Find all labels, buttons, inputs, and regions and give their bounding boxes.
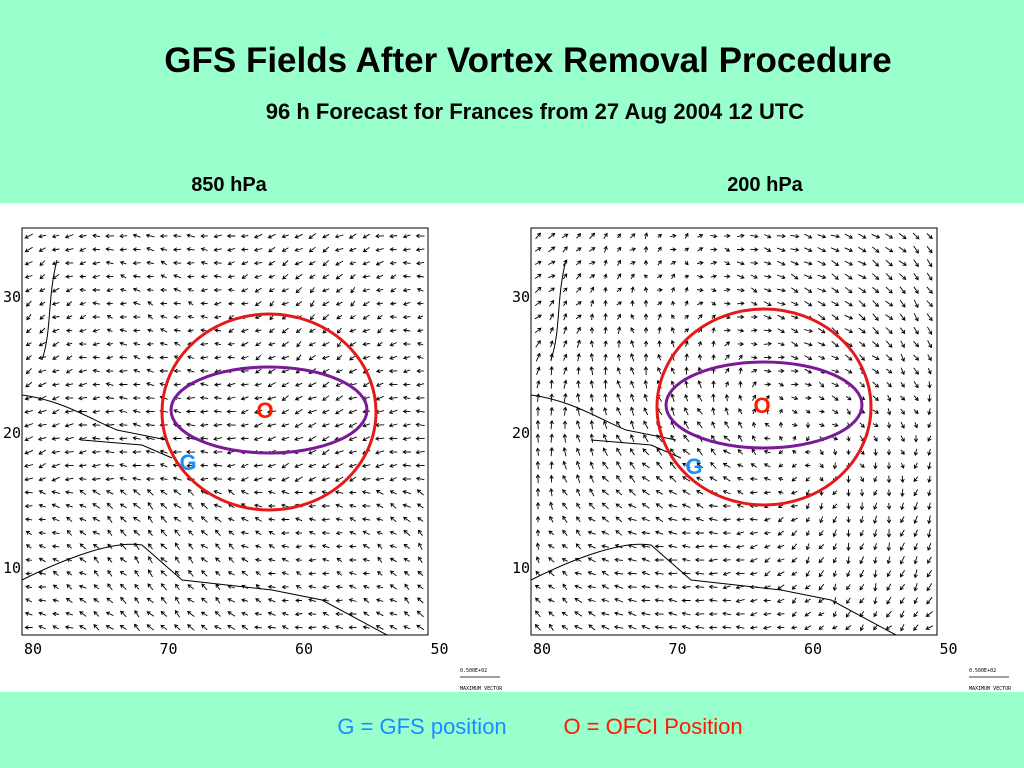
- slide-subtitle: 96 h Forecast for Frances from 27 Aug 20…: [266, 99, 804, 124]
- coastline: [530, 259, 897, 636]
- lon-tick-label: 50: [430, 640, 448, 658]
- gfs-marker: G: [179, 450, 196, 475]
- lon-tick-label: 80: [533, 640, 551, 658]
- panel-label: 200 hPa: [727, 174, 803, 196]
- legend-ofci: O = OFCI Position: [563, 714, 742, 739]
- ofci-marker: O: [256, 398, 273, 423]
- lon-tick-label: 70: [668, 640, 686, 658]
- gfs-marker: G: [685, 454, 702, 479]
- lon-tick-label: 60: [295, 640, 313, 658]
- lat-tick-label: 20: [512, 424, 530, 442]
- gfs-ellipse: [169, 365, 369, 455]
- legend-gfs: G = GFS position: [337, 714, 506, 739]
- ofci-circle: [655, 307, 873, 507]
- slide-title: GFS Fields After Vortex Removal Procedur…: [164, 41, 891, 80]
- vector-scale: 0.500E+02: [969, 668, 996, 674]
- lat-tick-label: 30: [512, 288, 530, 306]
- ofci-circle: [160, 312, 378, 512]
- ofci-marker: O: [753, 393, 770, 418]
- lon-tick-label: 60: [804, 640, 822, 658]
- coastline: [21, 259, 388, 636]
- map-frame: [21, 227, 429, 636]
- lon-tick-label: 70: [159, 640, 177, 658]
- lat-tick-label: 10: [512, 559, 530, 577]
- lat-tick-label: 10: [3, 559, 21, 577]
- vector-scale: 0.500E+02: [460, 668, 487, 674]
- lon-tick-label: 50: [939, 640, 957, 658]
- panel-label: 850 hPa: [191, 174, 267, 196]
- lon-tick-label: 80: [24, 640, 42, 658]
- gfs-ellipse: [664, 360, 864, 450]
- map-frame: [530, 227, 938, 636]
- lat-tick-label: 30: [3, 288, 21, 306]
- vector-label: MAXIMUM VECTOR: [460, 686, 503, 692]
- vector-label: MAXIMUM VECTOR: [969, 686, 1012, 692]
- lat-tick-label: 20: [3, 424, 21, 442]
